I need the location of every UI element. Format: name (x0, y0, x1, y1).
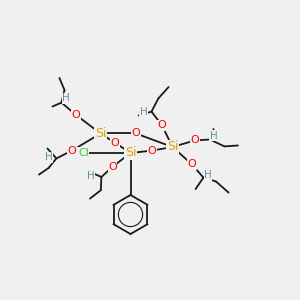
Text: O: O (188, 159, 196, 170)
Text: H: H (45, 152, 52, 163)
Text: Si: Si (95, 127, 106, 140)
Text: O: O (190, 135, 200, 146)
Text: H: H (140, 106, 147, 117)
Text: O: O (68, 146, 76, 156)
Text: O: O (110, 137, 119, 148)
Text: O: O (131, 128, 140, 139)
Text: O: O (71, 110, 80, 120)
Text: H: H (62, 93, 70, 103)
Text: Cl: Cl (78, 148, 89, 158)
Text: H: H (210, 130, 218, 141)
Text: Si: Si (125, 146, 136, 160)
Text: Si: Si (167, 140, 178, 154)
Text: O: O (147, 146, 156, 156)
Text: H: H (204, 170, 212, 181)
Text: O: O (158, 120, 166, 130)
Text: O: O (108, 162, 117, 172)
Text: H: H (87, 171, 94, 182)
